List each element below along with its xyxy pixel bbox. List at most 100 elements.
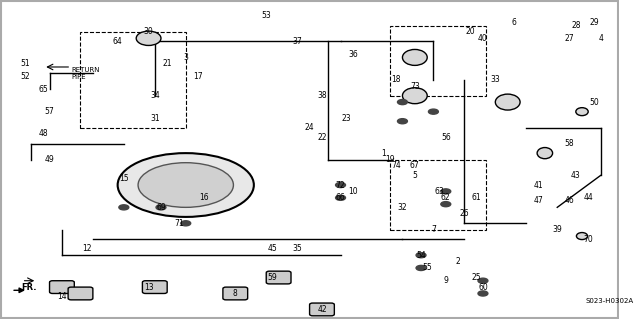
Circle shape xyxy=(119,205,129,210)
Text: 66: 66 xyxy=(335,193,346,202)
Text: 73: 73 xyxy=(410,82,420,91)
Text: 28: 28 xyxy=(571,21,580,30)
Text: 6: 6 xyxy=(511,18,516,27)
Text: 62: 62 xyxy=(441,193,451,202)
Circle shape xyxy=(478,291,488,296)
Circle shape xyxy=(335,182,346,188)
Text: 44: 44 xyxy=(583,193,593,202)
Text: 8: 8 xyxy=(233,289,237,298)
Text: 72: 72 xyxy=(336,181,346,189)
Text: 22: 22 xyxy=(317,133,326,142)
Text: 38: 38 xyxy=(317,91,327,100)
Text: 4: 4 xyxy=(598,34,603,43)
Circle shape xyxy=(416,253,426,258)
FancyBboxPatch shape xyxy=(1,1,618,318)
Text: 3: 3 xyxy=(183,53,188,62)
Text: 63: 63 xyxy=(435,187,444,196)
Text: 49: 49 xyxy=(45,155,54,164)
Circle shape xyxy=(397,100,408,105)
Text: 9: 9 xyxy=(444,276,448,285)
Text: 53: 53 xyxy=(261,11,271,20)
FancyBboxPatch shape xyxy=(223,287,248,300)
Text: 32: 32 xyxy=(397,203,407,212)
Ellipse shape xyxy=(138,163,234,207)
Text: 48: 48 xyxy=(38,130,48,138)
Text: 14: 14 xyxy=(57,292,67,301)
Text: 27: 27 xyxy=(565,34,575,43)
Text: 36: 36 xyxy=(348,50,358,59)
Text: 58: 58 xyxy=(565,139,575,148)
Text: 16: 16 xyxy=(200,193,209,202)
Circle shape xyxy=(478,278,488,283)
Text: S023-H0302A: S023-H0302A xyxy=(585,299,633,304)
Text: 13: 13 xyxy=(144,283,154,292)
Text: 65: 65 xyxy=(38,85,48,94)
FancyBboxPatch shape xyxy=(143,281,167,293)
Text: 2: 2 xyxy=(456,257,461,266)
Text: 51: 51 xyxy=(20,59,29,68)
Text: 42: 42 xyxy=(317,305,327,314)
Text: 69: 69 xyxy=(156,203,166,212)
Text: 41: 41 xyxy=(534,181,543,189)
Text: 35: 35 xyxy=(292,244,302,253)
Text: 18: 18 xyxy=(392,75,401,84)
Text: 56: 56 xyxy=(441,133,451,142)
Text: 67: 67 xyxy=(410,161,420,170)
Text: 25: 25 xyxy=(472,273,481,282)
Text: 5: 5 xyxy=(412,171,417,180)
Circle shape xyxy=(397,119,408,124)
Text: 10: 10 xyxy=(348,187,358,196)
Text: 34: 34 xyxy=(150,91,159,100)
Text: 50: 50 xyxy=(589,98,599,107)
Text: 43: 43 xyxy=(571,171,580,180)
Text: 57: 57 xyxy=(45,107,54,116)
Ellipse shape xyxy=(576,108,588,116)
Ellipse shape xyxy=(403,88,428,104)
Circle shape xyxy=(156,205,166,210)
FancyBboxPatch shape xyxy=(310,303,334,316)
Text: 46: 46 xyxy=(564,197,575,205)
Text: 74: 74 xyxy=(392,161,401,170)
Ellipse shape xyxy=(403,49,428,65)
FancyBboxPatch shape xyxy=(266,271,291,284)
Text: 54: 54 xyxy=(416,251,426,260)
Text: 30: 30 xyxy=(144,27,154,36)
Text: 64: 64 xyxy=(113,37,122,46)
Ellipse shape xyxy=(495,94,520,110)
Text: 61: 61 xyxy=(472,193,481,202)
Text: 71: 71 xyxy=(175,219,184,228)
Text: 47: 47 xyxy=(534,197,543,205)
Text: 59: 59 xyxy=(268,273,277,282)
Ellipse shape xyxy=(136,31,161,45)
Circle shape xyxy=(416,265,426,271)
FancyArrowPatch shape xyxy=(14,288,24,293)
Text: 19: 19 xyxy=(385,155,395,164)
Text: 70: 70 xyxy=(583,235,593,244)
Text: 17: 17 xyxy=(193,72,203,81)
Ellipse shape xyxy=(577,233,588,240)
Text: 23: 23 xyxy=(342,114,351,122)
Circle shape xyxy=(441,189,451,194)
FancyBboxPatch shape xyxy=(49,281,74,293)
Text: 1: 1 xyxy=(381,149,387,158)
Text: 31: 31 xyxy=(150,114,159,122)
Text: 37: 37 xyxy=(292,37,302,46)
Circle shape xyxy=(180,221,191,226)
Text: 39: 39 xyxy=(552,225,562,234)
Ellipse shape xyxy=(118,153,254,217)
Text: 12: 12 xyxy=(82,244,92,253)
Ellipse shape xyxy=(537,147,552,159)
Text: 45: 45 xyxy=(268,244,277,253)
Text: 24: 24 xyxy=(305,123,314,132)
Text: RETURN
PIPE: RETURN PIPE xyxy=(71,67,100,80)
Text: 26: 26 xyxy=(460,209,469,218)
Text: 55: 55 xyxy=(422,263,432,272)
Text: 7: 7 xyxy=(431,225,436,234)
Text: 21: 21 xyxy=(163,59,172,68)
Text: 60: 60 xyxy=(478,283,488,292)
FancyBboxPatch shape xyxy=(68,287,93,300)
Circle shape xyxy=(441,202,451,207)
Text: 20: 20 xyxy=(466,27,476,36)
Text: 33: 33 xyxy=(490,75,500,84)
Circle shape xyxy=(428,109,438,114)
